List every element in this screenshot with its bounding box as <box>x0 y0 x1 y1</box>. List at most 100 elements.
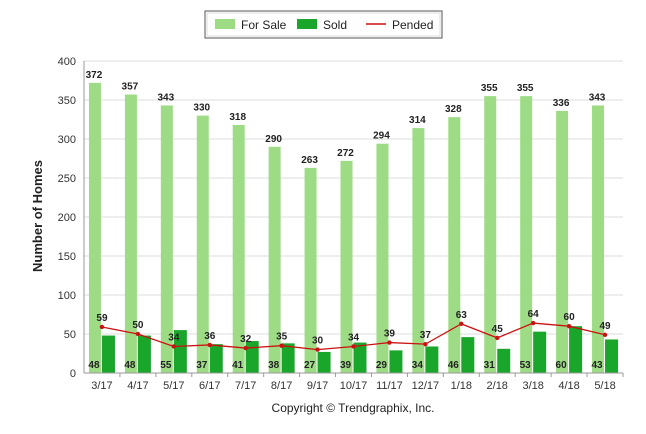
data-label-for-sale: 330 <box>193 103 210 114</box>
data-label-for-sale: 314 <box>409 115 426 126</box>
data-label-for-sale: 343 <box>157 92 174 103</box>
point-pended <box>530 320 536 326</box>
point-pended <box>315 347 320 352</box>
legend: For Sale Sold Pended <box>204 10 443 39</box>
bar-sold <box>137 335 151 373</box>
bar-sold <box>533 331 547 373</box>
point-pended <box>243 345 248 351</box>
data-label-for-sale: 343 <box>589 92 606 103</box>
x-tick-label: 4/18 <box>558 380 579 392</box>
x-tick-label: 5/18 <box>594 380 615 392</box>
data-label-sold: 46 <box>448 360 460 371</box>
y-tick-label: 100 <box>58 290 76 302</box>
data-label-sold: 34 <box>412 360 424 371</box>
bar-for-sale <box>160 105 173 374</box>
data-label-pended: 60 <box>564 312 576 323</box>
data-label-for-sale: 355 <box>517 83 534 94</box>
y-tick-label: 150 <box>58 251 76 263</box>
y-tick-label: 0 <box>70 368 76 380</box>
data-label-pended: 49 <box>599 321 611 332</box>
bar-sold <box>245 341 259 373</box>
data-label-sold: 38 <box>268 360 280 371</box>
data-label-for-sale: 355 <box>481 83 498 94</box>
data-label-sold: 53 <box>520 360 532 371</box>
data-label-sold: 41 <box>232 360 244 371</box>
bar-sold <box>101 335 115 373</box>
point-pended <box>99 324 105 330</box>
point-pended <box>135 331 141 337</box>
point-pended <box>423 341 428 347</box>
bar-sold <box>389 350 403 373</box>
data-label-pended: 37 <box>420 330 432 341</box>
bar-sold <box>605 339 619 373</box>
x-tick-label: 1/18 <box>451 380 472 392</box>
copyright-credit: Copyright © Trendgraphix, Inc. <box>272 401 435 415</box>
data-label-pended: 59 <box>96 313 108 324</box>
data-label-sold: 37 <box>196 360 208 371</box>
data-label-pended: 34 <box>168 332 180 343</box>
bar-for-sale <box>196 115 209 373</box>
point-pended <box>387 340 392 345</box>
data-label-pended: 50 <box>132 320 144 331</box>
x-tick-label: 10/17 <box>340 380 368 392</box>
data-label-for-sale: 290 <box>265 134 282 145</box>
data-label-for-sale: 328 <box>445 104 462 115</box>
point-pended <box>279 343 284 348</box>
data-label-pended: 39 <box>384 329 396 340</box>
data-label-pended: 30 <box>312 336 324 347</box>
legend-swatch-for-sale <box>215 19 235 29</box>
bar-sold <box>317 351 331 373</box>
data-label-sold: 27 <box>304 360 316 371</box>
data-label-sold: 48 <box>124 360 136 371</box>
legend-label-pended: Pended <box>392 18 433 32</box>
pended-line <box>99 320 608 352</box>
x-tick-label: 11/17 <box>376 380 403 392</box>
data-label-pended: 63 <box>456 310 468 321</box>
y-tick-label: 400 <box>58 56 76 68</box>
y-tick-label: 300 <box>58 134 76 146</box>
legend-swatch-sold <box>297 19 317 29</box>
bars <box>88 82 619 374</box>
bar-sold <box>281 343 295 373</box>
bar-for-sale <box>412 128 425 373</box>
bar-for-sale <box>88 82 101 373</box>
bar-for-sale <box>376 143 389 373</box>
x-tick-label: 2/18 <box>487 380 508 392</box>
y-tick-label: 200 <box>58 212 76 224</box>
point-pended <box>566 324 572 329</box>
data-label-pended: 32 <box>240 334 252 345</box>
data-label-pended: 34 <box>348 332 360 343</box>
data-label-for-sale: 357 <box>122 82 139 93</box>
point-pended <box>459 321 464 327</box>
point-pended <box>207 342 212 348</box>
bar-sold <box>353 342 367 373</box>
point-pended <box>351 344 356 349</box>
data-label-for-sale: 294 <box>373 131 390 142</box>
y-axis-title: Number of Homes <box>30 160 45 272</box>
data-label-for-sale: 318 <box>229 112 246 123</box>
bar-for-sale <box>520 96 533 373</box>
data-label-sold: 29 <box>376 360 388 371</box>
point-pended <box>171 344 177 349</box>
x-tick-label: 4/17 <box>127 380 148 392</box>
bar-sold <box>209 344 223 373</box>
bar-for-sale <box>484 96 497 373</box>
bar-for-sale <box>592 105 605 374</box>
x-tick-label: 8/17 <box>271 380 292 392</box>
data-label-sold: 31 <box>484 360 496 371</box>
data-label-pended: 64 <box>528 309 540 320</box>
data-label-sold: 48 <box>88 360 100 371</box>
point-pended <box>602 332 608 337</box>
bar-for-sale <box>340 160 353 373</box>
y-tick-label: 50 <box>64 329 76 341</box>
legend-label-for-sale: For Sale <box>241 18 287 32</box>
grid <box>84 60 623 335</box>
x-tick-label: 3/17 <box>91 380 112 392</box>
bar-sold <box>461 337 475 373</box>
data-label-for-sale: 263 <box>301 155 318 166</box>
data-labels: 3724835748343553303731841290382632727239… <box>86 70 611 371</box>
data-label-for-sale: 272 <box>337 148 354 159</box>
x-tick-label: 7/17 <box>235 380 256 392</box>
bar-for-sale <box>268 146 281 373</box>
